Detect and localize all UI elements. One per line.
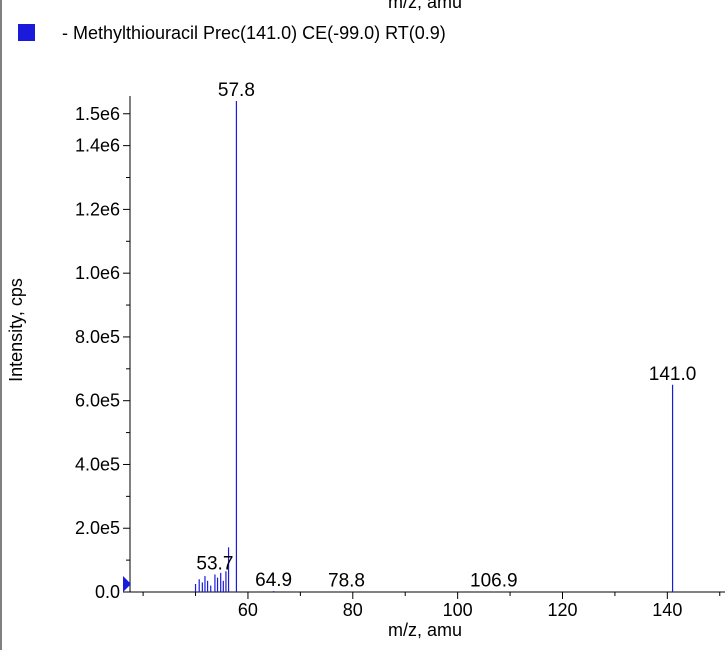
baseline-marker-icon[interactable] bbox=[123, 576, 131, 592]
x-tick-label: 120 bbox=[547, 600, 577, 620]
x-tick-label: 80 bbox=[343, 600, 363, 620]
x-axis-title: m/z, amu bbox=[388, 620, 462, 640]
peak-label: 106.9 bbox=[470, 571, 518, 592]
x-tick-label: 100 bbox=[443, 600, 473, 620]
peak-label: 53.7 bbox=[196, 553, 233, 574]
peak-labels: 57.8 53.7 64.9 78.8 106.9 141.0 bbox=[196, 80, 696, 592]
y-tick-label: 1.2e6 bbox=[75, 199, 120, 219]
x-axis-ticks: 60 80 100 120 140 bbox=[142, 592, 721, 620]
y-axis-title: Intensity, cps bbox=[6, 278, 26, 382]
legend-color-swatch bbox=[18, 24, 35, 41]
y-axis-ticks: 0.0 2.0e5 4.0e5 6.0e5 8.0e5 1.0e6 1.2e6 1.4e6 1.… bbox=[75, 104, 130, 602]
top-clipped-axis-title: m/z, amu bbox=[388, 0, 462, 12]
peak-label: 64.9 bbox=[255, 570, 292, 591]
y-tick-label: 0.0 bbox=[95, 582, 120, 602]
y-tick-label: 8.0e5 bbox=[75, 327, 120, 347]
legend-label: - Methylthiouracil Prec(141.0) CE(-99.0)… bbox=[62, 23, 446, 43]
peak-label: 141.0 bbox=[649, 364, 697, 385]
y-tick-label: 1.0e6 bbox=[75, 263, 120, 283]
y-tick-label: 1.5e6 bbox=[75, 104, 120, 124]
x-tick-label: 60 bbox=[238, 600, 258, 620]
spectrum-peaks bbox=[194, 101, 674, 592]
y-tick-label: 6.0e5 bbox=[75, 391, 120, 411]
x-tick-label: 140 bbox=[652, 600, 682, 620]
peak-label: 57.8 bbox=[218, 80, 255, 101]
y-tick-label: 4.0e5 bbox=[75, 454, 120, 474]
y-tick-label: 1.4e6 bbox=[75, 136, 120, 156]
peak-label: 78.8 bbox=[328, 570, 365, 591]
y-tick-label: 2.0e5 bbox=[75, 518, 120, 538]
